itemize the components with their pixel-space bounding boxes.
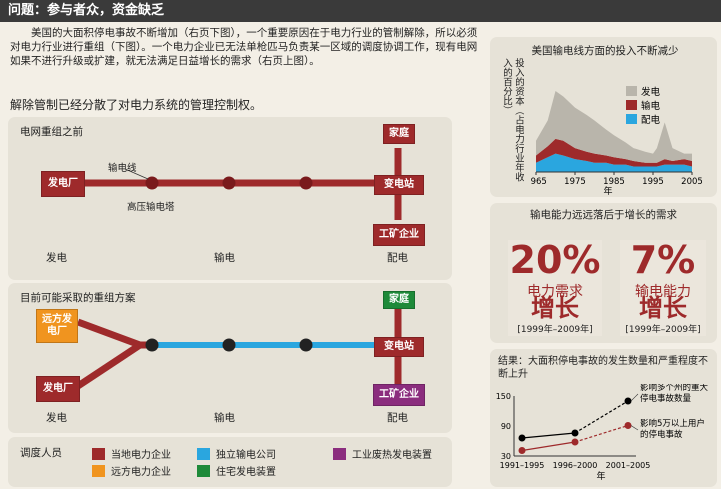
area-series-1 bbox=[536, 138, 692, 167]
line-series-0-point-1 bbox=[571, 429, 579, 437]
before-col-trans: 输电 bbox=[214, 252, 235, 264]
line-series-1-point-2 bbox=[624, 422, 632, 429]
result-chart-panel bbox=[490, 349, 717, 487]
before-tower-label: 高压输电塔 bbox=[127, 202, 175, 213]
legend-label-independent-transmission: 独立输电公司 bbox=[216, 450, 276, 461]
line-x-tick-label-0: 1991–1995 bbox=[500, 461, 545, 470]
growth-right-line2: 增长 bbox=[639, 294, 687, 322]
area-legend-label-0: 发电 bbox=[641, 86, 661, 98]
legend-label-industrial-cogeneration: 工业废热发电装置 bbox=[352, 450, 432, 461]
growth-left-line2: 增长 bbox=[531, 294, 579, 322]
after-substation: 变电站 bbox=[374, 337, 424, 357]
area-x-tick-label-4: 2005 bbox=[681, 177, 703, 187]
after-industry: 工矿企业 bbox=[373, 384, 425, 406]
after-power-plant: 发电厂 bbox=[36, 376, 80, 402]
growth-title: 输电能力远远落后于增长的需求 bbox=[530, 209, 677, 221]
legend-item-remote-utility: 远方电力企业 bbox=[92, 463, 171, 478]
after-col-gen: 发电 bbox=[46, 412, 67, 424]
area-series-0 bbox=[536, 153, 692, 172]
legend-panel bbox=[8, 437, 452, 487]
legend-item-independent-transmission: 独立输电公司 bbox=[197, 446, 276, 461]
area-legend-label-2: 配电 bbox=[641, 114, 661, 126]
investment-chart-title: 美国输电线方面的投入不断减少 bbox=[531, 45, 679, 57]
growth-left-value: 20% bbox=[509, 238, 601, 282]
legend-item-industrial-cogeneration: 工业废热发电装置 bbox=[333, 446, 432, 461]
after-panel-label: 目前可能采取的重组方案 bbox=[20, 292, 136, 304]
legend-swatch-industrial-cogeneration bbox=[333, 447, 346, 460]
line-series-0-label-1: 停电事故数量 bbox=[640, 393, 692, 404]
line-x-tick-label-1: 1996–2000 bbox=[553, 461, 598, 470]
result-chart-title: 结果：大面积停电事故的发生数量和严重程度不断上升 bbox=[498, 356, 708, 380]
line-series-1-point-0 bbox=[518, 447, 526, 454]
area-legend-swatch-0 bbox=[626, 86, 637, 96]
line-x-axis-label: 年 bbox=[596, 470, 605, 482]
before-panel bbox=[8, 117, 452, 280]
growth-right-block bbox=[620, 240, 706, 336]
line-series-0-point-2 bbox=[624, 397, 632, 405]
line-series-0-label-0: 影响多个州的重大 bbox=[640, 384, 709, 393]
after-col-dist: 配电 bbox=[387, 412, 408, 424]
growth-left-block bbox=[508, 240, 602, 336]
after-col-trans: 输电 bbox=[214, 412, 235, 424]
before-col-gen: 发电 bbox=[46, 252, 67, 264]
before-line-label: 输电线 bbox=[108, 163, 137, 174]
legend-title: 调度人员 bbox=[20, 447, 62, 459]
line-series-0-seg-b bbox=[574, 400, 629, 434]
area-x-tick-label-3: 1995 bbox=[642, 177, 664, 187]
after-home: 家庭 bbox=[383, 291, 415, 309]
section-subhead: 解除管制已经分散了对电力系统的管理控制权。 bbox=[10, 98, 263, 112]
area-x-tick-label-2: 1985 bbox=[603, 177, 625, 187]
growth-left-range: [1999年–2009年] bbox=[517, 325, 593, 335]
line-series-0-point-0 bbox=[518, 434, 526, 442]
area-legend-label-1: 输电 bbox=[641, 100, 661, 112]
line-y-tick-0: 30 bbox=[501, 452, 511, 461]
growth-right-line1: 输电能力 bbox=[635, 284, 691, 300]
area-legend-swatch-1 bbox=[626, 100, 637, 110]
area-x-tick-label-1: 1975 bbox=[564, 177, 586, 187]
after-panel bbox=[8, 283, 452, 433]
before-home: 家庭 bbox=[383, 124, 415, 144]
page-title: 问题：参与者众，资金缺乏 bbox=[0, 0, 721, 22]
line-series-1-label-1: 的停电事故 bbox=[640, 429, 683, 440]
line-series-1-label-leader bbox=[630, 425, 639, 431]
legend-item-local-utility: 当地电力企业 bbox=[92, 446, 171, 461]
area-series-2 bbox=[536, 91, 692, 163]
growth-left-line1: 电力需求 bbox=[527, 284, 583, 300]
line-series-1-point-1 bbox=[571, 438, 579, 446]
legend-label-residential-generation: 住宅发电装置 bbox=[216, 467, 276, 478]
legend-swatch-residential-generation bbox=[197, 464, 210, 477]
line-series-0-label-leader bbox=[630, 393, 639, 402]
line-y-tick-2: 150 bbox=[496, 392, 511, 401]
line-series-1-label-0: 影响5万以上用户 bbox=[640, 418, 705, 429]
before-col-dist: 配电 bbox=[387, 252, 408, 264]
line-series-0-seg-a bbox=[521, 432, 576, 439]
legend-label-local-utility: 当地电力企业 bbox=[111, 450, 171, 461]
legend-swatch-remote-utility bbox=[92, 464, 105, 477]
after-remote-plant: 远方发电厂 bbox=[36, 309, 78, 343]
line-x-tick-label-2: 2001–2005 bbox=[606, 461, 651, 470]
area-x-tick-label-0: 1965 bbox=[530, 177, 547, 187]
before-industry: 工矿企业 bbox=[373, 224, 425, 246]
line-series-1-seg-b bbox=[574, 424, 629, 443]
area-legend-swatch-2 bbox=[626, 114, 637, 124]
growth-right-value: 7% bbox=[630, 238, 696, 282]
line-y-tick-1: 90 bbox=[501, 422, 511, 431]
growth-right-range: [1999年–2009年] bbox=[625, 325, 701, 335]
area-x-axis-label: 年 bbox=[603, 185, 612, 195]
before-substation: 变电站 bbox=[374, 175, 424, 195]
legend-swatch-local-utility bbox=[92, 447, 105, 460]
legend-label-remote-utility: 远方电力企业 bbox=[111, 467, 171, 478]
legend-swatch-independent-transmission bbox=[197, 447, 210, 460]
intro-paragraph: 美国的大面积停电事故不断增加（右页下图），一个重要原因在于电力行业的管制解除，所… bbox=[10, 27, 478, 67]
before-panel-label: 电网重组之前 bbox=[20, 126, 83, 138]
investment-chart-ylabel: 投入的资本（占电力行业年收入的百分比） bbox=[501, 58, 524, 182]
line-series-1-seg-a bbox=[521, 441, 576, 452]
legend-item-residential-generation: 住宅发电装置 bbox=[197, 463, 276, 478]
before-power-plant: 发电厂 bbox=[41, 171, 85, 197]
